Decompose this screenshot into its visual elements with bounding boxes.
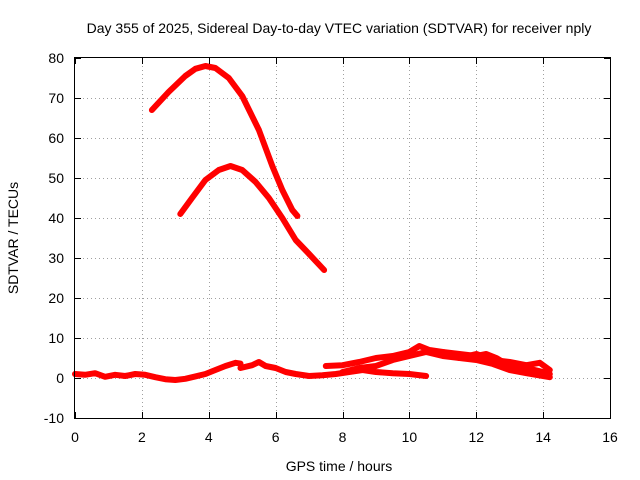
y-tick-label: 50	[48, 170, 64, 186]
x-tick-label: 0	[71, 429, 79, 445]
y-tick-label: 40	[48, 210, 64, 226]
series-layer	[72, 63, 553, 383]
y-tick-label: 20	[48, 290, 64, 306]
y-tick-label: -10	[44, 410, 64, 426]
x-tick-label: 2	[138, 429, 146, 445]
ticks	[75, 58, 611, 419]
x-axis-label: GPS time / hours	[286, 458, 393, 474]
series-line-upper-arc	[148, 63, 301, 219]
chart-title: Day 355 of 2025, Sidereal Day-to-day VTE…	[87, 20, 592, 36]
x-tick-label: 14	[535, 429, 551, 445]
series-line-middle-arc	[177, 163, 328, 273]
x-tick-label: 4	[205, 429, 213, 445]
y-axis-label: SDTVAR / TECUs	[5, 182, 21, 294]
y-tick-label: 60	[48, 130, 64, 146]
x-tick-label: 6	[272, 429, 280, 445]
series-line-low-trace-A	[72, 359, 244, 383]
grid	[75, 58, 610, 418]
x-tick-label: 16	[602, 429, 618, 445]
y-tick-label: 80	[48, 50, 64, 66]
y-tick-label: 10	[48, 330, 64, 346]
x-tick-label: 8	[339, 429, 347, 445]
series-line-low-trace-E	[439, 349, 553, 373]
y-axis-tick-labels: -10 0 10 20 30 40 50 60 70 80	[44, 50, 64, 426]
y-tick-label: 0	[56, 370, 64, 386]
series-line-low-trace-B	[237, 359, 430, 379]
y-tick-label: 70	[48, 90, 64, 106]
x-tick-label: 12	[468, 429, 484, 445]
y-tick-label: 30	[48, 250, 64, 266]
plot-frame	[74, 57, 611, 419]
x-tick-label: 10	[402, 429, 418, 445]
x-axis-tick-labels: 0 2 4 6 8 10 12 14 16	[71, 429, 618, 445]
